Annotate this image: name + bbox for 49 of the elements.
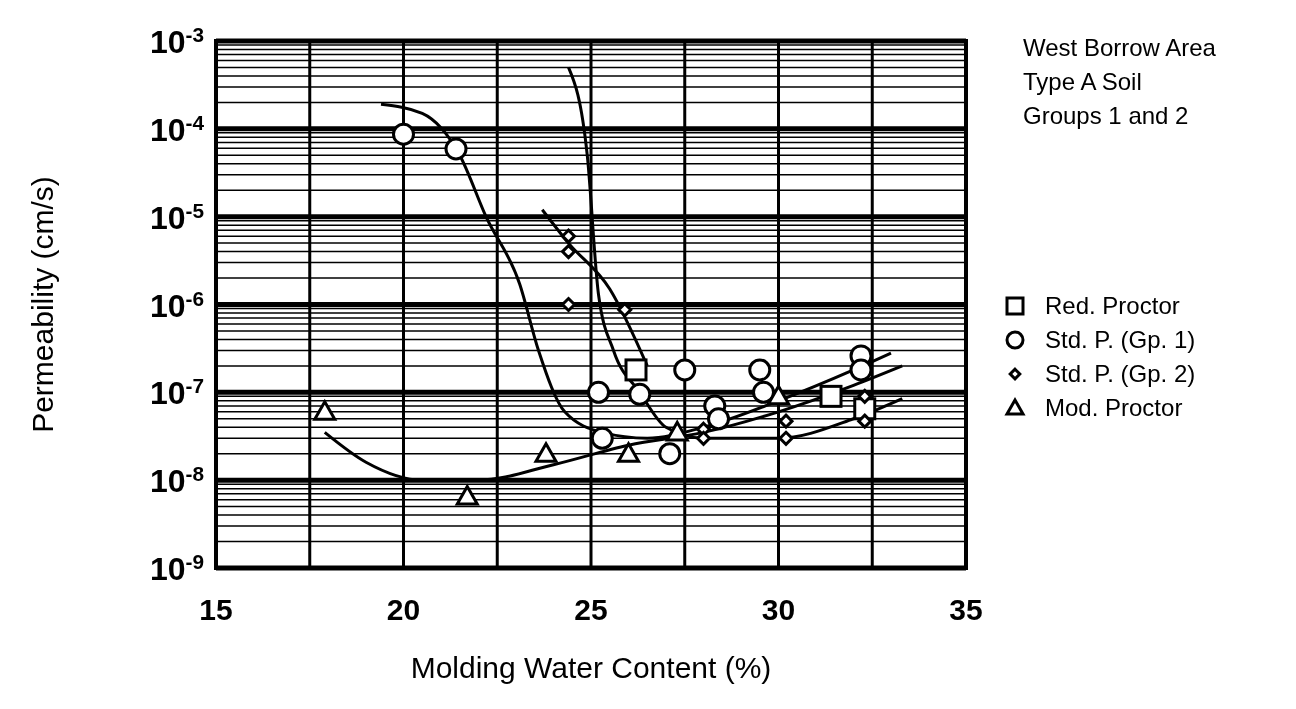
point <box>752 380 775 404</box>
point <box>534 442 558 463</box>
point <box>819 384 843 408</box>
y-tick-label: 10$^{-8}$ <box>149 461 204 500</box>
point <box>778 413 794 429</box>
y-tick-label: 10$^{-9}$ <box>149 549 204 587</box>
point <box>778 430 794 446</box>
legend-label: Std. P. (Gp. 2) <box>1045 360 1196 387</box>
point <box>617 302 633 318</box>
text: Groups 1 and 2 <box>1023 102 1189 129</box>
point <box>561 228 576 244</box>
point <box>628 382 652 406</box>
point <box>857 413 873 429</box>
point <box>444 137 468 161</box>
legend-label: Std. P. (Gp. 1) <box>1045 326 1196 353</box>
y-tick-label: 10$^{-6}$ <box>149 286 204 324</box>
text: West Borrow Area <box>1023 34 1217 61</box>
text: Type A Soil <box>1023 68 1142 95</box>
point <box>767 384 790 406</box>
point <box>587 380 610 404</box>
point <box>673 358 697 382</box>
point <box>455 485 479 506</box>
x-axis-title: Molding Water Content (%) <box>410 651 772 684</box>
x-tick-label: 30 <box>761 593 796 626</box>
x-tick-label: 25 <box>574 593 608 626</box>
point <box>617 442 640 463</box>
point <box>857 388 873 404</box>
point <box>658 442 682 466</box>
y-tick-label: 10$^{-7}$ <box>149 373 204 412</box>
y-tick-label: 10$^{-5}$ <box>149 198 204 236</box>
point <box>696 430 711 446</box>
x-tick-label: 20 <box>386 593 421 626</box>
point <box>707 407 730 431</box>
point <box>849 358 873 382</box>
y-tick-label: 10$^{-4}$ <box>149 110 205 148</box>
y-axis-title: Permeability (cm/s) <box>26 176 59 433</box>
point <box>561 297 576 312</box>
x-tick-label: 35 <box>949 593 983 626</box>
point <box>624 358 648 382</box>
point <box>748 358 772 382</box>
point <box>665 420 689 442</box>
x-tick-label: 15 <box>199 593 233 626</box>
legend-label: Mod. Proctor <box>1045 394 1183 421</box>
point <box>392 122 415 146</box>
y-tick-label: 10$^{-3}$ <box>149 22 204 60</box>
point <box>590 426 614 450</box>
point <box>561 244 576 260</box>
point <box>313 400 337 421</box>
legend-label: Red. Proctor <box>1045 292 1180 319</box>
